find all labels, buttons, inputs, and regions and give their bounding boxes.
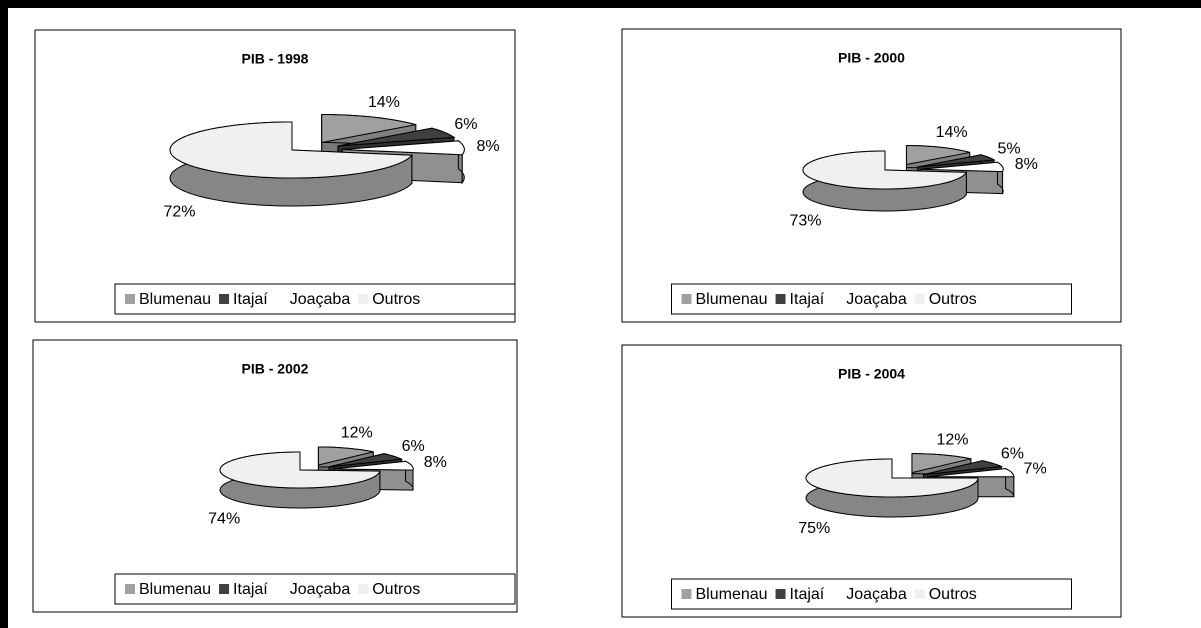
pie-tops	[169, 114, 465, 179]
data-label: 14%	[936, 124, 968, 141]
pie-slice	[333, 460, 414, 471]
legend-label: Blumenau	[139, 291, 211, 308]
legend-swatch	[275, 294, 286, 304]
legend-swatch	[358, 584, 369, 594]
pie-tops	[805, 453, 1015, 498]
legend-swatch	[219, 584, 230, 594]
pie-slice	[321, 114, 416, 144]
data-label: 74%	[208, 510, 240, 527]
legend-label: Outros	[372, 291, 420, 308]
legend-label: Joaçaba	[290, 581, 351, 598]
pie-slice	[337, 127, 456, 147]
pie-tops	[219, 446, 414, 489]
data-label: 73%	[789, 212, 821, 229]
pie-slice	[927, 468, 1015, 478]
legend-swatch	[219, 294, 230, 304]
pie-slice	[169, 121, 413, 179]
legend: Blumenau Itajaí Joaçaba Outros	[671, 578, 1072, 610]
legend-label: Blumenau	[139, 581, 211, 598]
pie-slice	[317, 446, 374, 466]
data-label: 5%	[997, 140, 1020, 157]
legend-label: Itajaí	[233, 581, 268, 598]
pie-slice	[921, 161, 1004, 173]
pie-slice	[923, 460, 1004, 476]
legend-swatch	[681, 294, 692, 304]
legend-swatch	[832, 589, 843, 599]
legend-label: Blumenau	[696, 291, 768, 308]
pie-slice	[802, 150, 968, 190]
pie-slice	[219, 451, 381, 489]
chart-title: PIB - 2000	[838, 50, 905, 66]
data-label: 12%	[936, 431, 968, 448]
data-label: 12%	[341, 425, 373, 442]
legend-label: Blumenau	[696, 586, 768, 603]
pie-panel: PIB - 2000 14% 5%8% 73% Blumenau Itajaí Joaçab…	[621, 28, 1122, 323]
legend-label: Itajaí	[233, 291, 268, 308]
pie-slice	[911, 453, 971, 474]
data-label: 6%	[454, 116, 477, 133]
data-label: 6%	[1001, 445, 1024, 462]
chart-title: PIB - 2002	[242, 361, 309, 377]
data-label: 14%	[368, 94, 400, 111]
data-label: 6%	[402, 438, 425, 455]
legend-swatch	[775, 589, 786, 599]
legend-swatch	[914, 294, 925, 304]
legend-label: Itajaí	[790, 291, 825, 308]
legend-label: Itajaí	[790, 586, 825, 603]
legend: Blumenau Itajaí Joaçaba Outros	[114, 573, 516, 605]
pie-panel: PIB - 2004 12% 6%7% 75% Blumenau Itajaí Joaçab…	[621, 344, 1122, 618]
legend-box	[114, 573, 516, 605]
legend-label: Outros	[929, 586, 977, 603]
data-label: 8%	[424, 454, 447, 471]
legend-swatch	[358, 294, 369, 304]
legend-label: Joaçaba	[846, 586, 907, 603]
legend-label: Joaçaba	[846, 291, 907, 308]
pie-slice	[905, 145, 970, 166]
data-label: 8%	[476, 138, 499, 155]
legend-box	[671, 283, 1072, 315]
pie-slice	[917, 154, 996, 168]
chart-title: PIB - 2004	[838, 366, 905, 382]
legend-label: Outros	[929, 291, 977, 308]
pie-panel: PIB - 1998 14% 6% 8% 72% Blumenau Itajaí Joaçab…	[34, 29, 516, 323]
legend-label: Joaçaba	[290, 291, 351, 308]
pie-tops	[802, 145, 1004, 190]
frame-top	[0, 0, 1201, 8]
legend-swatch	[125, 294, 135, 304]
legend-swatch	[914, 589, 925, 599]
data-label: 7%	[1024, 460, 1047, 477]
data-label: 75%	[798, 520, 830, 537]
chart-title: PIB - 1998	[242, 51, 309, 67]
legend: Blumenau Itajaí Joaçaba Outros	[114, 283, 516, 315]
frame-left	[0, 0, 8, 628]
pie-slice	[805, 458, 979, 498]
legend-swatch	[681, 589, 692, 599]
legend: Blumenau Itajaí Joaçaba Outros	[671, 283, 1072, 315]
data-label: 8%	[1015, 156, 1038, 173]
legend-swatch	[125, 584, 135, 594]
legend-box	[114, 283, 516, 315]
legend-box	[671, 578, 1072, 610]
data-label: 72%	[163, 203, 195, 220]
legend-swatch	[275, 584, 286, 594]
legend-label: Outros	[372, 581, 420, 598]
legend-swatch	[832, 294, 843, 304]
legend-swatch	[775, 294, 786, 304]
pie-panel: PIB - 2002 12% 6%8% 74% Blumenau Itajaí Joaçab…	[32, 339, 518, 613]
pie-slice	[342, 140, 465, 156]
pie-slice	[328, 453, 404, 468]
